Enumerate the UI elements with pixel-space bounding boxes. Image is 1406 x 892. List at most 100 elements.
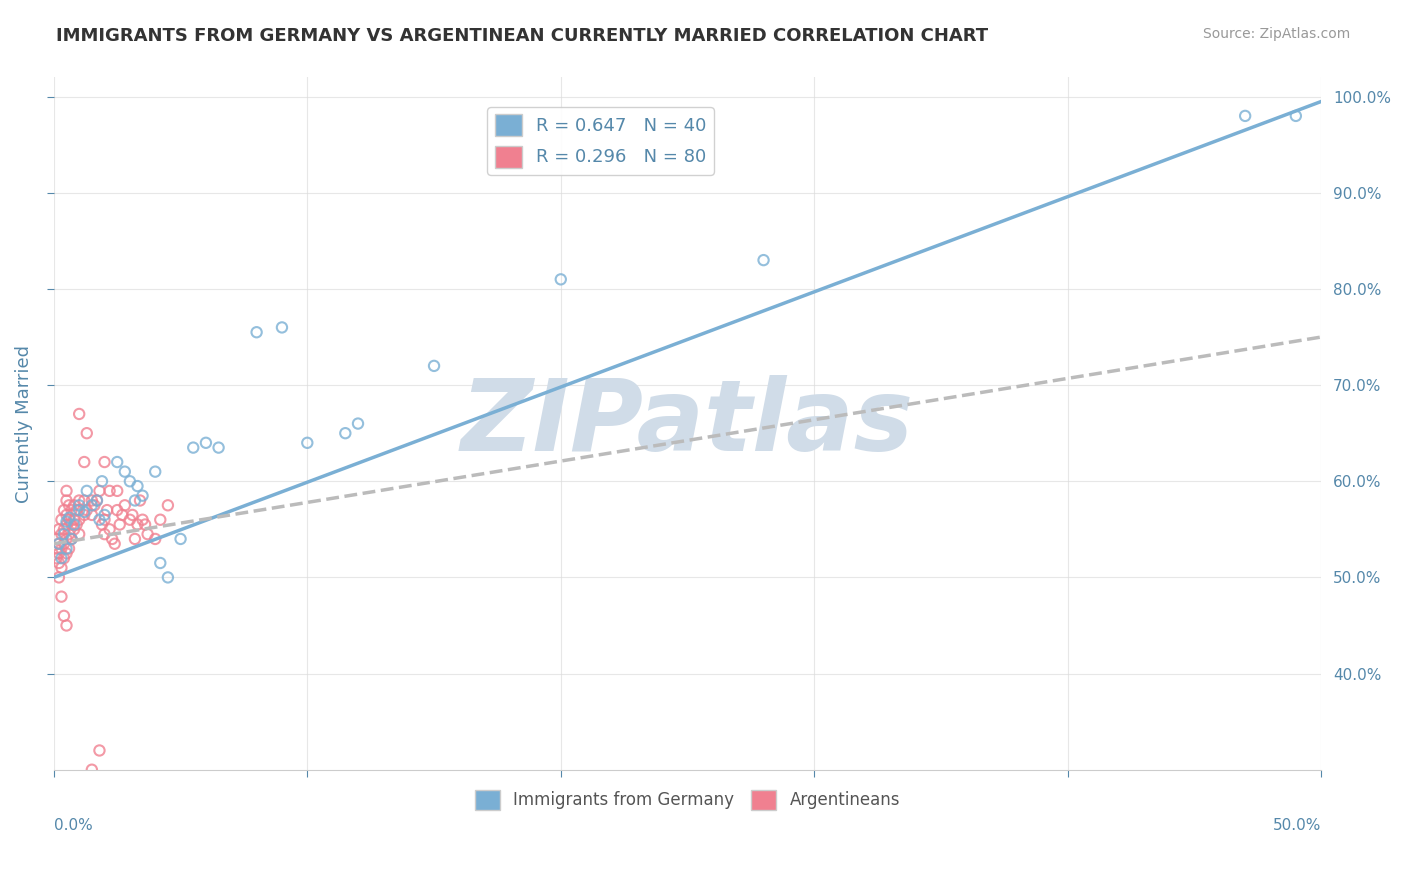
Point bbox=[80, 498, 103, 512]
Point bbox=[52, 551, 75, 566]
Point bbox=[60, 517, 83, 532]
Point bbox=[550, 272, 572, 286]
Point bbox=[63, 498, 86, 512]
Point bbox=[80, 508, 103, 522]
Point bbox=[58, 513, 80, 527]
Point bbox=[58, 498, 80, 512]
Point bbox=[67, 498, 90, 512]
Point bbox=[45, 541, 67, 556]
Point bbox=[1285, 109, 1308, 123]
Point bbox=[58, 527, 80, 541]
Point bbox=[101, 532, 124, 546]
Point bbox=[246, 325, 269, 339]
Point bbox=[136, 527, 159, 541]
Point bbox=[118, 475, 141, 489]
Point bbox=[51, 561, 73, 575]
Point bbox=[67, 527, 90, 541]
Point bbox=[51, 513, 73, 527]
Point bbox=[83, 498, 105, 512]
Point bbox=[76, 483, 98, 498]
Point bbox=[67, 503, 90, 517]
Legend: Immigrants from Germany, Argentineans: Immigrants from Germany, Argentineans bbox=[468, 783, 907, 817]
Point bbox=[98, 483, 121, 498]
Point bbox=[73, 508, 96, 522]
Point bbox=[347, 417, 370, 431]
Point bbox=[124, 532, 146, 546]
Point bbox=[67, 493, 90, 508]
Point bbox=[105, 483, 128, 498]
Point bbox=[73, 455, 96, 469]
Point bbox=[73, 505, 96, 519]
Point bbox=[48, 546, 70, 560]
Point bbox=[752, 253, 775, 268]
Point bbox=[89, 743, 111, 757]
Point bbox=[45, 532, 67, 546]
Point bbox=[45, 551, 67, 566]
Point bbox=[76, 503, 98, 517]
Text: 50.0%: 50.0% bbox=[1272, 818, 1322, 833]
Point bbox=[58, 510, 80, 524]
Point bbox=[114, 498, 136, 512]
Point bbox=[89, 513, 111, 527]
Point bbox=[63, 522, 86, 536]
Point bbox=[297, 435, 319, 450]
Point bbox=[86, 493, 108, 508]
Point bbox=[89, 483, 111, 498]
Point bbox=[121, 508, 143, 522]
Text: IMMIGRANTS FROM GERMANY VS ARGENTINEAN CURRENTLY MARRIED CORRELATION CHART: IMMIGRANTS FROM GERMANY VS ARGENTINEAN C… bbox=[56, 27, 988, 45]
Point bbox=[93, 527, 115, 541]
Point bbox=[52, 537, 75, 551]
Point bbox=[127, 479, 149, 493]
Point bbox=[131, 513, 153, 527]
Point bbox=[105, 455, 128, 469]
Point bbox=[55, 515, 77, 529]
Point bbox=[114, 465, 136, 479]
Point bbox=[55, 508, 77, 522]
Point bbox=[104, 537, 127, 551]
Point bbox=[111, 508, 134, 522]
Point bbox=[80, 493, 103, 508]
Point bbox=[194, 435, 217, 450]
Point bbox=[156, 570, 179, 584]
Point bbox=[63, 513, 86, 527]
Point bbox=[96, 503, 118, 517]
Point bbox=[51, 541, 73, 556]
Point bbox=[66, 503, 89, 517]
Y-axis label: Currently Married: Currently Married bbox=[15, 344, 32, 502]
Point bbox=[129, 493, 152, 508]
Point bbox=[51, 551, 73, 566]
Point bbox=[67, 407, 90, 421]
Point bbox=[271, 320, 294, 334]
Point bbox=[149, 513, 172, 527]
Point bbox=[63, 517, 86, 532]
Point bbox=[423, 359, 446, 373]
Point bbox=[48, 537, 70, 551]
Point bbox=[48, 522, 70, 536]
Point bbox=[93, 508, 115, 522]
Point bbox=[335, 426, 357, 441]
Point bbox=[108, 517, 131, 532]
Point bbox=[60, 503, 83, 517]
Point bbox=[52, 503, 75, 517]
Point bbox=[124, 493, 146, 508]
Point bbox=[66, 517, 89, 532]
Point bbox=[207, 441, 229, 455]
Point bbox=[127, 517, 149, 532]
Point bbox=[55, 618, 77, 632]
Point bbox=[143, 465, 166, 479]
Point bbox=[60, 532, 83, 546]
Point bbox=[52, 608, 75, 623]
Point bbox=[156, 498, 179, 512]
Point bbox=[51, 527, 73, 541]
Point bbox=[181, 441, 204, 455]
Point bbox=[48, 556, 70, 570]
Point bbox=[55, 493, 77, 508]
Text: 0.0%: 0.0% bbox=[53, 818, 93, 833]
Point bbox=[55, 541, 77, 556]
Point bbox=[67, 513, 90, 527]
Point bbox=[80, 763, 103, 777]
Point bbox=[55, 517, 77, 532]
Point bbox=[169, 532, 191, 546]
Point bbox=[118, 513, 141, 527]
Point bbox=[58, 541, 80, 556]
